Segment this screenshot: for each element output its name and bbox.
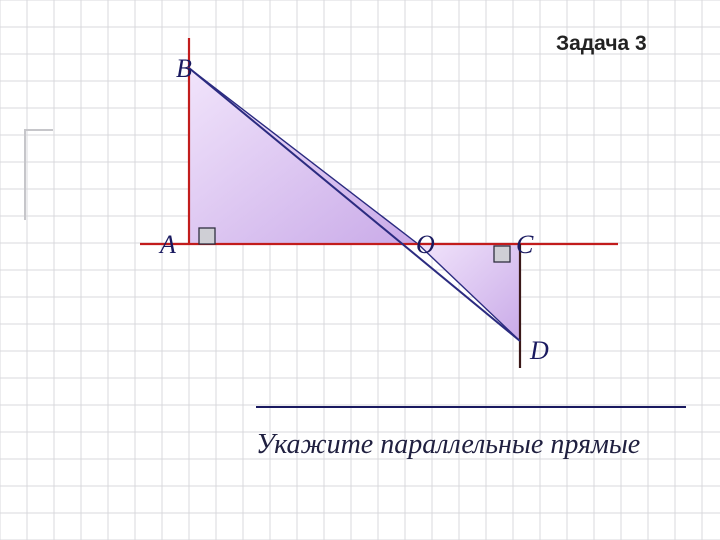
point-label-D: D (530, 338, 549, 364)
point-label-C: C (516, 232, 533, 258)
point-label-B: B (176, 56, 192, 82)
caption-divider (256, 406, 686, 408)
right-angle-marker-0 (199, 228, 215, 244)
stage: Задача 3 Укажите параллельные прямые A B… (0, 0, 720, 540)
caption-text: Укажите параллельные прямые (256, 428, 656, 462)
point-label-A: A (160, 232, 176, 258)
right-angle-marker-1 (494, 246, 510, 262)
point-label-O: O (416, 232, 435, 258)
task-number-label: Задача 3 (556, 32, 666, 55)
